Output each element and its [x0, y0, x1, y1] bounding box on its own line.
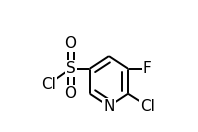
Text: S: S — [66, 61, 75, 76]
Text: Cl: Cl — [41, 77, 56, 92]
Text: O: O — [65, 36, 77, 51]
Text: Cl: Cl — [140, 99, 155, 114]
Text: N: N — [103, 99, 115, 114]
Text: O: O — [65, 86, 77, 101]
Text: F: F — [143, 61, 151, 76]
